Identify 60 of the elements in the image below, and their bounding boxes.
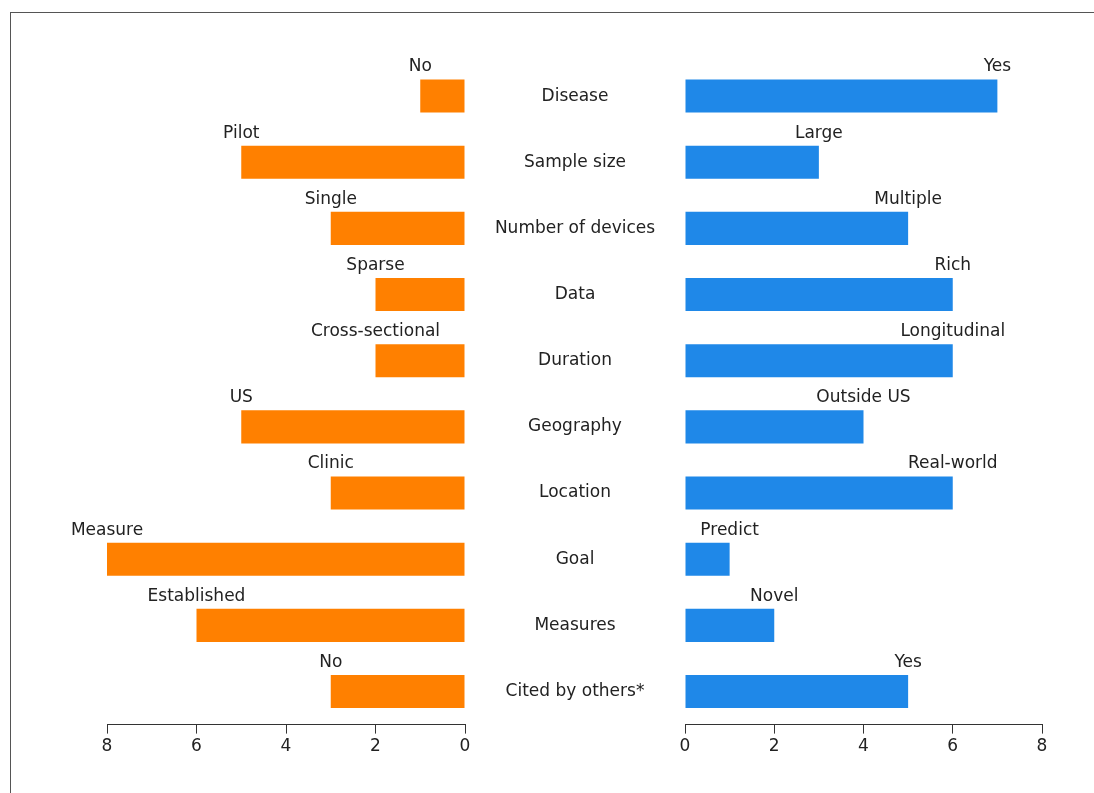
annotation: Pilot: [223, 121, 260, 142]
y-tick-label: Sample size: [523, 150, 627, 171]
bar: [685, 79, 998, 113]
annotation: No: [319, 650, 343, 671]
annotation: Established: [147, 584, 246, 605]
annotation: Novel: [750, 584, 799, 605]
bar: [685, 278, 953, 312]
y-tick-label: Geography: [528, 415, 622, 436]
annotation: Large: [794, 121, 843, 142]
x-tick-label: 4: [280, 735, 292, 756]
bar: [241, 145, 465, 179]
annotation: Multiple: [874, 187, 942, 208]
y-tick-label: Data: [554, 282, 596, 303]
x-tick-label: 6: [191, 735, 202, 756]
bar: [685, 410, 864, 444]
y-tick-label: Number of devices: [494, 216, 656, 237]
y-tick-label: Cited by others*: [505, 679, 645, 700]
y-tick-label: Goal: [555, 547, 595, 568]
annotation: Sparse: [346, 253, 405, 274]
annotation: Predict: [700, 518, 760, 539]
bar: [330, 476, 465, 510]
bar: [685, 344, 953, 378]
x-tick-label: 0: [679, 735, 691, 756]
bar: [375, 278, 465, 312]
y-tick-label: Duration: [538, 349, 612, 370]
annotation: Longitudinal: [900, 320, 1006, 341]
bar: [196, 608, 465, 642]
annotation: Yes: [982, 55, 1012, 76]
bar: [330, 211, 465, 245]
bar: [107, 542, 465, 576]
annotation: Cross-sectional: [310, 320, 441, 341]
x-tick-label: 6: [947, 735, 959, 756]
x-tick-label: 2: [768, 735, 780, 756]
x-tick-label: 8: [1036, 735, 1048, 756]
y-tick-label: Disease: [541, 84, 609, 105]
x-tick-label: 8: [101, 735, 113, 756]
annotation: No: [408, 55, 432, 76]
annotation: Yes: [893, 650, 922, 671]
annotation: Measure: [70, 518, 144, 539]
y-tick-label: Location: [539, 481, 611, 502]
annotation: Real-world: [907, 452, 998, 473]
annotation: Outside US: [816, 386, 911, 407]
bar: [685, 211, 909, 245]
bar: [685, 476, 953, 510]
y-tick-label: Measures: [534, 613, 616, 634]
x-tick-label: 4: [858, 735, 869, 756]
bar: [685, 145, 819, 179]
x-tick-label: 0: [459, 735, 471, 756]
bar: [685, 674, 909, 709]
x-tick-label: 2: [370, 735, 381, 756]
annotation: US: [229, 386, 253, 407]
annotation: Clinic: [307, 452, 354, 473]
bar: [241, 410, 465, 444]
annotation: Single: [304, 187, 357, 208]
bar: [420, 79, 465, 113]
annotation: Rich: [934, 253, 972, 274]
bar: [375, 344, 465, 378]
bar: [330, 674, 465, 709]
bar: [685, 608, 775, 642]
bar: [685, 542, 730, 576]
